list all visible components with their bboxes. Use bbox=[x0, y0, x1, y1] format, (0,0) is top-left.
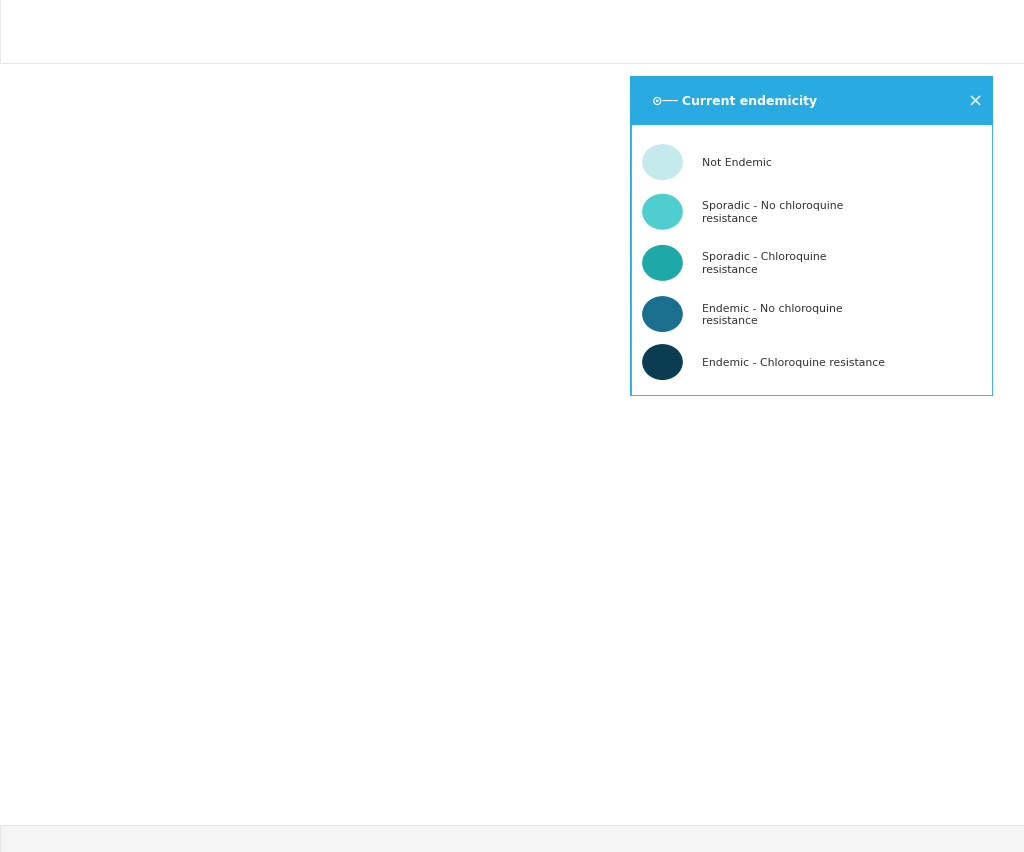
Text: Malaria: Malaria bbox=[408, 19, 468, 37]
Circle shape bbox=[643, 297, 682, 332]
Circle shape bbox=[643, 345, 682, 380]
Text: ⊙── Current endemicity: ⊙── Current endemicity bbox=[651, 95, 817, 108]
Text: Sporadic - No chloroquine
resistance: Sporadic - No chloroquine resistance bbox=[702, 201, 844, 224]
Text: ≡: ≡ bbox=[872, 21, 884, 34]
Text: ?: ? bbox=[613, 21, 621, 34]
Text: Endemic - No chloroquine
resistance: Endemic - No chloroquine resistance bbox=[702, 303, 843, 326]
Circle shape bbox=[643, 146, 682, 180]
Text: ▾: ▾ bbox=[817, 25, 823, 35]
Text: 2021: 2021 bbox=[775, 20, 813, 36]
FancyBboxPatch shape bbox=[766, 13, 830, 45]
Text: to: to bbox=[729, 20, 744, 36]
Circle shape bbox=[606, 17, 628, 39]
Text: ▾: ▾ bbox=[679, 25, 685, 35]
Text: ⤢: ⤢ bbox=[909, 21, 916, 34]
Circle shape bbox=[900, 15, 926, 41]
Text: Outbreaks - Year range: Outbreaks - Year range bbox=[470, 19, 667, 37]
FancyBboxPatch shape bbox=[630, 77, 993, 396]
Circle shape bbox=[865, 15, 891, 41]
Text: ⊙─: ⊙─ bbox=[834, 21, 852, 34]
Text: Endemic - Chloroquine resistance: Endemic - Chloroquine resistance bbox=[702, 358, 886, 367]
FancyBboxPatch shape bbox=[628, 13, 692, 45]
Text: Not Endemic: Not Endemic bbox=[702, 158, 772, 168]
Circle shape bbox=[643, 246, 682, 281]
Circle shape bbox=[643, 195, 682, 230]
Text: 1866: 1866 bbox=[638, 20, 675, 36]
Text: Sporadic - Chloroquine
resistance: Sporadic - Chloroquine resistance bbox=[702, 252, 827, 275]
Text: © GIDEON Informatics, Inc © Mapbox © OpenStreetMap: © GIDEON Informatics, Inc © Mapbox © Ope… bbox=[734, 833, 1012, 843]
Text: ×: × bbox=[968, 93, 983, 111]
FancyBboxPatch shape bbox=[630, 77, 993, 126]
Circle shape bbox=[830, 15, 856, 41]
